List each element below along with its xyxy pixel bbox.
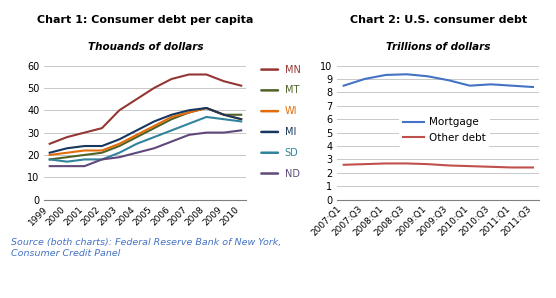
Text: SD: SD xyxy=(285,148,299,158)
Text: Chart 2: U.S. consumer debt: Chart 2: U.S. consumer debt xyxy=(350,15,527,25)
Text: Trillions of dollars: Trillions of dollars xyxy=(386,42,490,52)
Text: MI: MI xyxy=(285,127,296,137)
Text: WI: WI xyxy=(285,106,297,116)
Text: MT: MT xyxy=(285,85,299,95)
Text: Chart 1: Consumer debt per capita: Chart 1: Consumer debt per capita xyxy=(37,15,254,25)
Text: Thouands of dollars: Thouands of dollars xyxy=(88,42,203,52)
Text: ND: ND xyxy=(285,168,300,179)
Text: Source (both charts): Federal Reserve Bank of New York,
Consumer Credit Panel: Source (both charts): Federal Reserve Ba… xyxy=(11,238,281,258)
Legend: Mortgage, Other debt: Mortgage, Other debt xyxy=(399,113,490,147)
Text: MN: MN xyxy=(285,65,301,74)
